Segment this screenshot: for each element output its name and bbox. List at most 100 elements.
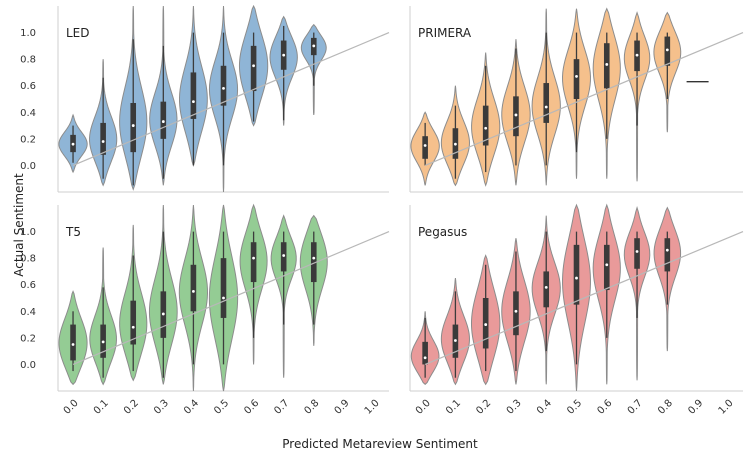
y-tick-label: 0.0 (20, 360, 36, 371)
x-tick-label: 0.7 (272, 398, 291, 417)
x-tick-label: 0.0 (414, 398, 433, 417)
violin-pegasus-0.4 (531, 215, 561, 385)
violin-median (101, 340, 105, 344)
y-tick-label: 0.8 (20, 254, 36, 265)
violin-t5-0.1 (89, 247, 117, 386)
violin-iqr-box (190, 72, 197, 119)
violin-iqr-box (543, 83, 550, 123)
violin-median (192, 100, 195, 104)
violin-iqr-box (250, 45, 257, 92)
violin-iqr-box (422, 341, 428, 365)
violin-pegasus-0.0 (410, 311, 440, 386)
violin-led-0.2 (119, 5, 148, 191)
violin-iqr-box (100, 122, 106, 155)
violin-iqr-box (543, 271, 550, 308)
violin-pegasus-0.2 (470, 254, 501, 386)
violin-median (423, 356, 427, 360)
violin-iqr-box (130, 300, 137, 345)
y-tick-label: 0.2 (20, 333, 36, 344)
x-tick-label: 1.0 (363, 398, 382, 417)
reference-line (72, 231, 390, 365)
reference-line (72, 32, 390, 166)
panel-led: 0.0 0.2 0.4 0.6 0.8 1.0 LED (20, 4, 390, 193)
panel-pegasus: 0.0 0.1 0.2 0.3 0.4 0.5 0.6 0.7 0.8 0.9 1.0 Pegasus (409, 203, 744, 417)
violin-median (252, 64, 255, 68)
violin-led-0.4 (178, 5, 208, 168)
panel-t5: 0.0 0.2 0.4 0.6 0.8 1.0 0.0 0.1 0.2 0.3 0.4 0.5 0.6 0… (20, 203, 390, 417)
violin-iqr-box (250, 242, 257, 283)
violin-median (575, 75, 578, 78)
y-tick-label: 0.4 (20, 108, 36, 119)
x-tick-label: 0.4 (182, 398, 201, 417)
x-tick-label: 0.5 (212, 398, 231, 417)
y-axis-label: Actual Sentiment (12, 173, 26, 277)
x-tick-label: 0.7 (626, 398, 645, 417)
violin-pegasus-0.3 (501, 238, 531, 385)
reference-line (424, 32, 744, 166)
violin-iqr-box (422, 136, 428, 159)
violin-iqr-box (220, 258, 227, 318)
violin-median (423, 144, 427, 147)
x-tick-label: 0.3 (152, 398, 171, 417)
violin-median (161, 120, 165, 123)
violin-pegasus-0.6 (592, 203, 621, 385)
violin-primera-0.5 (562, 8, 591, 179)
violin-median (71, 343, 75, 346)
violin-t5-0.3 (148, 204, 178, 385)
violin-iqr-box (664, 238, 671, 272)
panel-primera: PRIMERA (409, 6, 744, 193)
violin-median (635, 250, 639, 253)
violin-median (192, 289, 195, 293)
violin-median (514, 113, 518, 117)
x-tick-label: 0.4 (535, 398, 554, 417)
x-tick-label: 0.8 (302, 398, 321, 417)
violin-median (454, 142, 457, 146)
x-axis-label: Predicted Metareview Sentiment (282, 437, 478, 450)
violin-median (605, 63, 609, 66)
violin-iqr-box (513, 291, 519, 336)
violin-primera-0.1 (440, 85, 470, 187)
violin-iqr-box (603, 244, 610, 291)
violin-t5-0.2 (119, 224, 148, 382)
violin-median (544, 105, 548, 109)
violin-median (454, 339, 457, 342)
violin-iqr-box (573, 59, 580, 99)
violin-median (635, 53, 639, 57)
violin-pegasus-0.7 (623, 205, 651, 381)
violin-iqr-box (220, 65, 227, 106)
violin-primera-0.6 (592, 7, 621, 179)
violin-iqr-box (482, 105, 489, 146)
violin-pegasus-0.5 (562, 203, 591, 392)
violin-primera-0.4 (531, 8, 561, 186)
y-tick-label: 0.4 (20, 307, 36, 318)
violin-median (544, 285, 548, 289)
violin-median (222, 296, 225, 300)
x-tick-label: 0.6 (242, 398, 261, 417)
x-tick-label: 1.0 (717, 398, 736, 417)
violin-median (252, 256, 255, 260)
violin-median (312, 44, 316, 48)
violin-pegasus-0.8 (653, 206, 682, 352)
y-tick-label: 1.0 (20, 227, 36, 238)
y-tick-label: 0.8 (20, 55, 36, 66)
x-tick-label: 0.1 (444, 398, 463, 417)
violin-pegasus-0.1 (440, 278, 470, 386)
panel-title: Pegasus (418, 225, 467, 239)
panel-title: T5 (65, 225, 81, 239)
x-tick-label: 0.5 (565, 398, 584, 417)
violin-primera-0.7 (623, 11, 651, 182)
violin-t5-0.0 (58, 290, 88, 386)
violin-t5-0.7 (270, 214, 297, 378)
y-tick-label: 1.0 (20, 28, 36, 39)
x-tick-label: 0.8 (656, 398, 675, 417)
violin-iqr-box (190, 264, 197, 312)
violin-median (161, 312, 165, 316)
violin-led-0.3 (149, 5, 178, 186)
violin-primera-0.8 (653, 11, 682, 133)
violin-median (605, 263, 609, 267)
x-tick-label: 0.9 (333, 398, 352, 417)
panel-title: LED (66, 26, 90, 40)
violin-median (575, 276, 578, 280)
violin-led-0.1 (89, 59, 118, 187)
